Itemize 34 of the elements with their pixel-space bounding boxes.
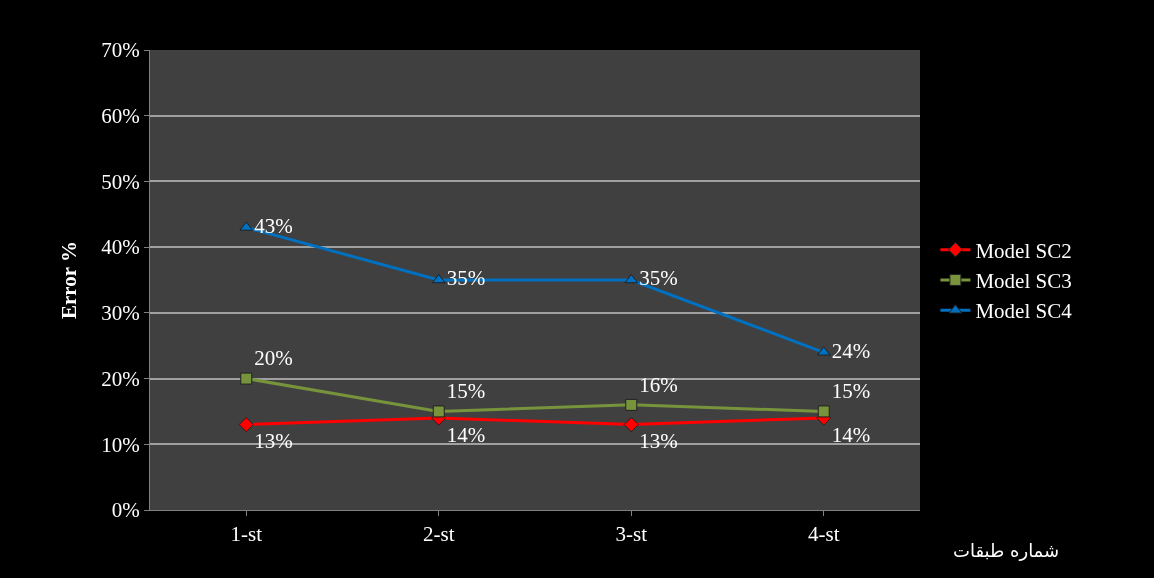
data-label: 13% xyxy=(254,429,293,454)
data-label: 13% xyxy=(639,429,678,454)
point xyxy=(432,405,445,418)
data-label: 24% xyxy=(831,338,871,363)
point xyxy=(240,372,253,385)
x-axis-title: شماره طبقات xyxy=(953,540,1060,561)
y-tick-label: 20% xyxy=(101,366,140,391)
y-tick-label: 50% xyxy=(101,169,140,194)
data-label: 14% xyxy=(446,422,486,447)
y-tick-label: 70% xyxy=(101,38,140,63)
x-tick-label: 2-st xyxy=(423,522,455,547)
y-tick-label: 0% xyxy=(111,498,140,523)
data-label: 16% xyxy=(639,372,678,397)
y-tick-label: 30% xyxy=(101,301,140,326)
legend-label: Model SC2 xyxy=(975,238,1072,263)
point xyxy=(623,416,639,433)
legend-label: Model SC4 xyxy=(975,299,1073,324)
data-label: 15% xyxy=(831,379,871,404)
legend-label: Model SC3 xyxy=(975,269,1072,294)
y-tick-label: 60% xyxy=(101,104,140,129)
y-tick-label: 40% xyxy=(101,235,140,260)
data-label: 14% xyxy=(831,422,871,447)
point xyxy=(625,398,638,411)
data-label: 43% xyxy=(254,213,293,238)
point xyxy=(817,405,830,418)
point xyxy=(238,416,254,433)
x-tick-label: 3-st xyxy=(615,522,648,547)
y-tick-label: 10% xyxy=(101,432,140,457)
y-axis-title: Error % xyxy=(57,241,82,319)
x-tick-label: 1-st xyxy=(230,522,263,547)
data-label: 20% xyxy=(254,346,293,371)
x-tick-label: 4-st xyxy=(808,522,840,547)
data-label: 15% xyxy=(446,379,486,404)
data-label: 35% xyxy=(639,266,678,291)
